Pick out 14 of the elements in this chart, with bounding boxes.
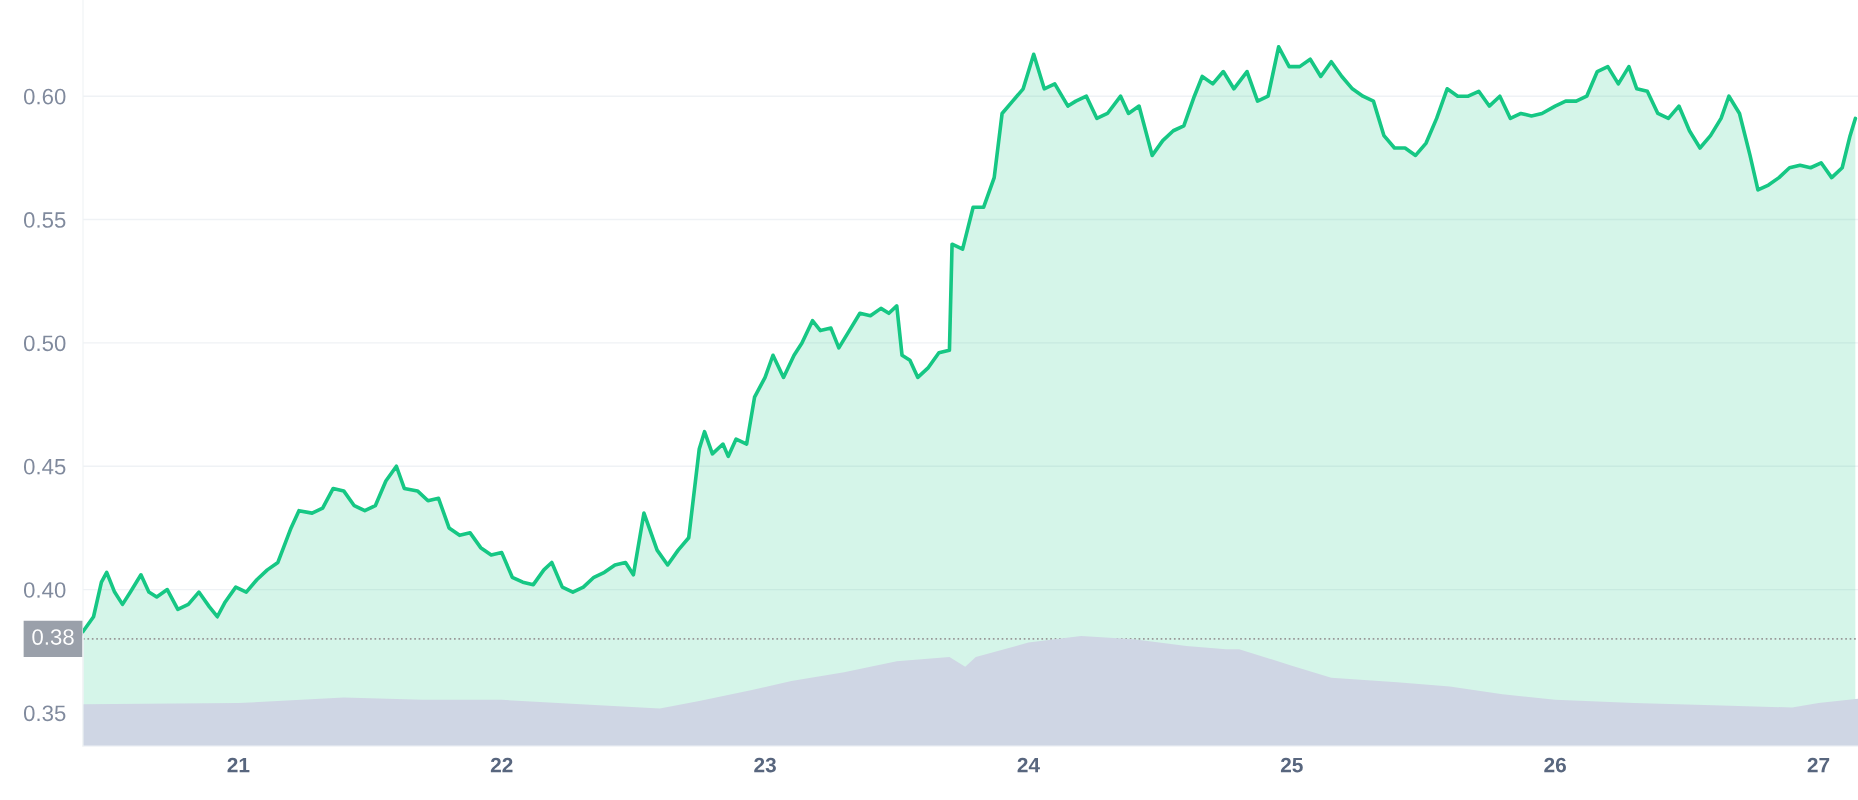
y-tick-label: 0.40 — [23, 582, 66, 598]
y-tick-label: 0.60 — [23, 88, 66, 105]
x-tick-label: 23 — [754, 757, 776, 773]
x-tick-label: 25 — [1280, 757, 1303, 773]
y-tick-label: 0.45 — [23, 458, 66, 475]
x-tick-label: 27 — [1807, 757, 1830, 773]
x-tick-label: 26 — [1544, 757, 1566, 773]
y-tick-label: 0.35 — [23, 705, 66, 722]
x-tick-label: 24 — [1017, 757, 1040, 773]
x-tick-label: 22 — [490, 757, 513, 773]
ref-line-label: 0.38 — [32, 629, 74, 645]
x-tick-label: 21 — [227, 757, 250, 773]
y-tick-label: 0.50 — [23, 335, 66, 352]
y-tick-label: 0.55 — [23, 212, 66, 228]
